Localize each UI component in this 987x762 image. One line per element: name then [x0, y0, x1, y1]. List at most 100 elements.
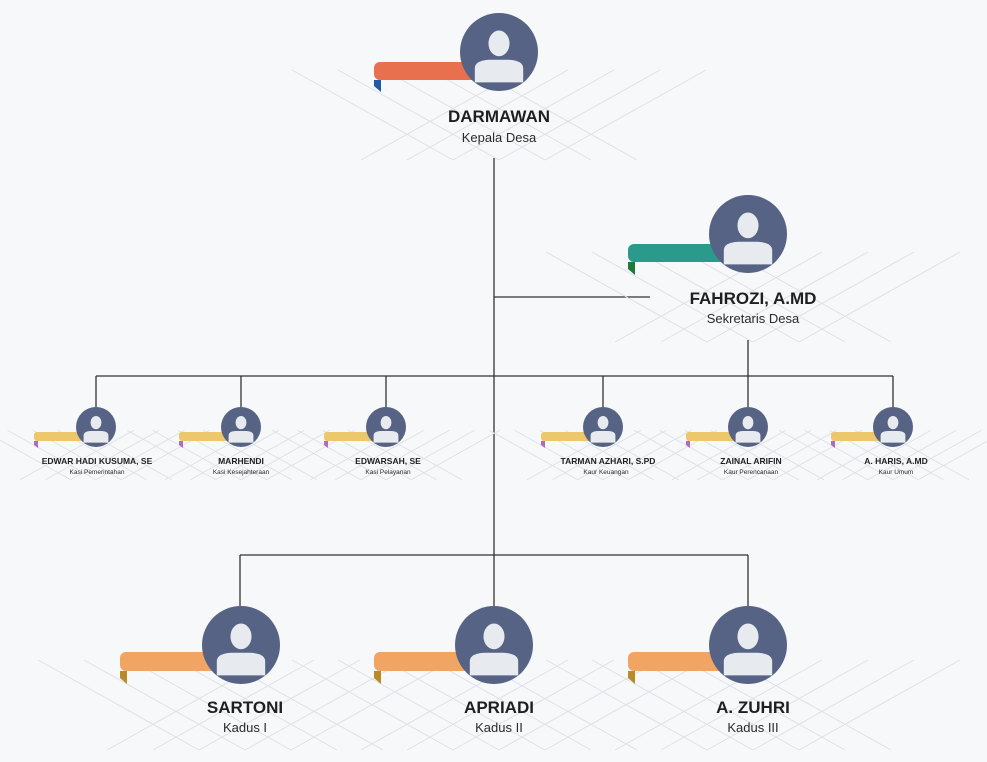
diamond-pattern-line [544, 69, 707, 161]
person-body-icon [723, 652, 773, 676]
staff-card: EDWAR HADI KUSUMA, SE Kasi Pemerintahan [0, 407, 211, 481]
diamond-pattern-line [215, 429, 305, 481]
diamond-pattern-line [360, 429, 450, 481]
kadus-name: SARTONI [207, 698, 283, 717]
ribbon-fold [374, 671, 381, 684]
diamond-pattern-line [337, 69, 500, 161]
staff-card: MARHENDI Kasi Kesejahteraan [126, 407, 356, 481]
diamond-pattern-line [240, 429, 330, 481]
diamond-pattern-line [706, 251, 869, 343]
staff-name: EDWAR HADI KUSUMA, SE [42, 456, 153, 466]
kadus-role: Kadus III [727, 720, 778, 735]
diamond-pattern-line [45, 429, 135, 481]
ribbon-fold [628, 671, 635, 684]
person-body-icon [735, 431, 761, 443]
diamond-pattern-line [867, 429, 957, 481]
diamond-pattern-line [411, 429, 501, 481]
diamond-pattern-line [7, 429, 97, 481]
staff-role: Kasi Pelayanan [365, 469, 411, 476]
person-head-icon [737, 623, 759, 650]
person-body-icon [83, 431, 109, 443]
diamond-pattern-line [918, 440, 987, 481]
connector-lines [95, 158, 894, 606]
person-body-icon [469, 652, 519, 676]
person-head-icon [380, 416, 392, 430]
diamond-pattern-line [271, 429, 361, 481]
person-body-icon [216, 652, 266, 676]
staff-name: EDWARSAH, SE [355, 456, 421, 466]
diamond-pattern-line [198, 659, 361, 751]
person-body-icon [880, 431, 906, 443]
staff-role: Kasi Pemerintahan [70, 469, 125, 476]
diamond-pattern-line [752, 659, 915, 751]
staff-role: Kaur Perencanaan [724, 469, 779, 476]
diamond-pattern-line [335, 429, 425, 481]
diamond-pattern-line [291, 69, 454, 161]
avatar [455, 606, 533, 684]
diamond-pattern-line [552, 429, 642, 481]
person-head-icon [597, 416, 609, 430]
staff-card: A. HARIS, A.MD Kaur Umum [778, 407, 987, 481]
diamond-pattern-line [297, 429, 387, 481]
diamond-pattern-line [602, 429, 692, 481]
diamond-pattern-line [126, 429, 216, 481]
diamond-pattern-line [892, 429, 982, 481]
secretary-card: FAHROZI, A.MD Sekretaris Desa [545, 195, 961, 343]
diamond-pattern-line [429, 659, 592, 751]
person-body-icon [474, 59, 524, 83]
diamond-pattern-line [452, 659, 615, 751]
staff-role: Kasi Kesejahteraan [213, 469, 270, 476]
person-body-icon [590, 431, 616, 443]
diamond-pattern-line [545, 251, 708, 343]
person-head-icon [488, 30, 510, 57]
ribbon-fold [374, 80, 381, 92]
diamond-pattern-line [385, 429, 475, 481]
person-head-icon [90, 416, 102, 430]
diamond-pattern-line [752, 251, 915, 343]
kadus-card: APRIADI Kadus II [291, 606, 707, 751]
kadus-role: Kadus I [223, 720, 267, 735]
staff-role: Kaur Keuangan [583, 469, 629, 476]
ribbon-fold [831, 441, 835, 448]
avatar [460, 13, 538, 91]
diamond-pattern-line [804, 429, 894, 481]
diamond-pattern-line [175, 659, 338, 751]
ribbon-fold [179, 441, 183, 448]
diamond-pattern-line [778, 429, 868, 481]
head-name: DARMAWAN [448, 107, 550, 126]
diamond-pattern-line [514, 429, 604, 481]
staff-role: Kaur Umum [879, 469, 914, 476]
diamond-pattern-line [83, 659, 246, 751]
diamond-pattern-line [591, 251, 754, 343]
diamond-pattern-line [383, 659, 546, 751]
diamond-pattern-line [406, 69, 569, 161]
staff-name: ZAINAL ARIFIN [720, 456, 781, 466]
diamond-pattern-line [406, 659, 569, 751]
diamond-pattern-line [706, 659, 869, 751]
avatar [709, 606, 787, 684]
ribbon-fold [541, 441, 545, 448]
avatar [583, 407, 623, 447]
avatar [728, 407, 768, 447]
diamond-pattern-line [152, 429, 242, 481]
ribbon-fold [628, 262, 635, 275]
diamond-pattern-line [95, 429, 185, 481]
diamond-pattern-line [660, 251, 823, 343]
person-head-icon [887, 416, 899, 430]
diamond-pattern-line [660, 659, 823, 751]
avatar [202, 606, 280, 684]
diamond-pattern-line [697, 429, 787, 481]
avatar [709, 195, 787, 273]
kadus-role: Kadus II [475, 720, 523, 735]
diamond-pattern [545, 659, 961, 751]
diamond-pattern-line [659, 429, 749, 481]
person-body-icon [723, 241, 773, 265]
diamond-pattern-line [722, 429, 812, 481]
person-head-icon [230, 623, 252, 650]
staff-name: A. HARIS, A.MD [864, 456, 927, 466]
ribbon-fold [324, 441, 328, 448]
ribbon-fold [120, 671, 127, 684]
kadus-name: APRIADI [464, 698, 534, 717]
person-head-icon [483, 623, 505, 650]
